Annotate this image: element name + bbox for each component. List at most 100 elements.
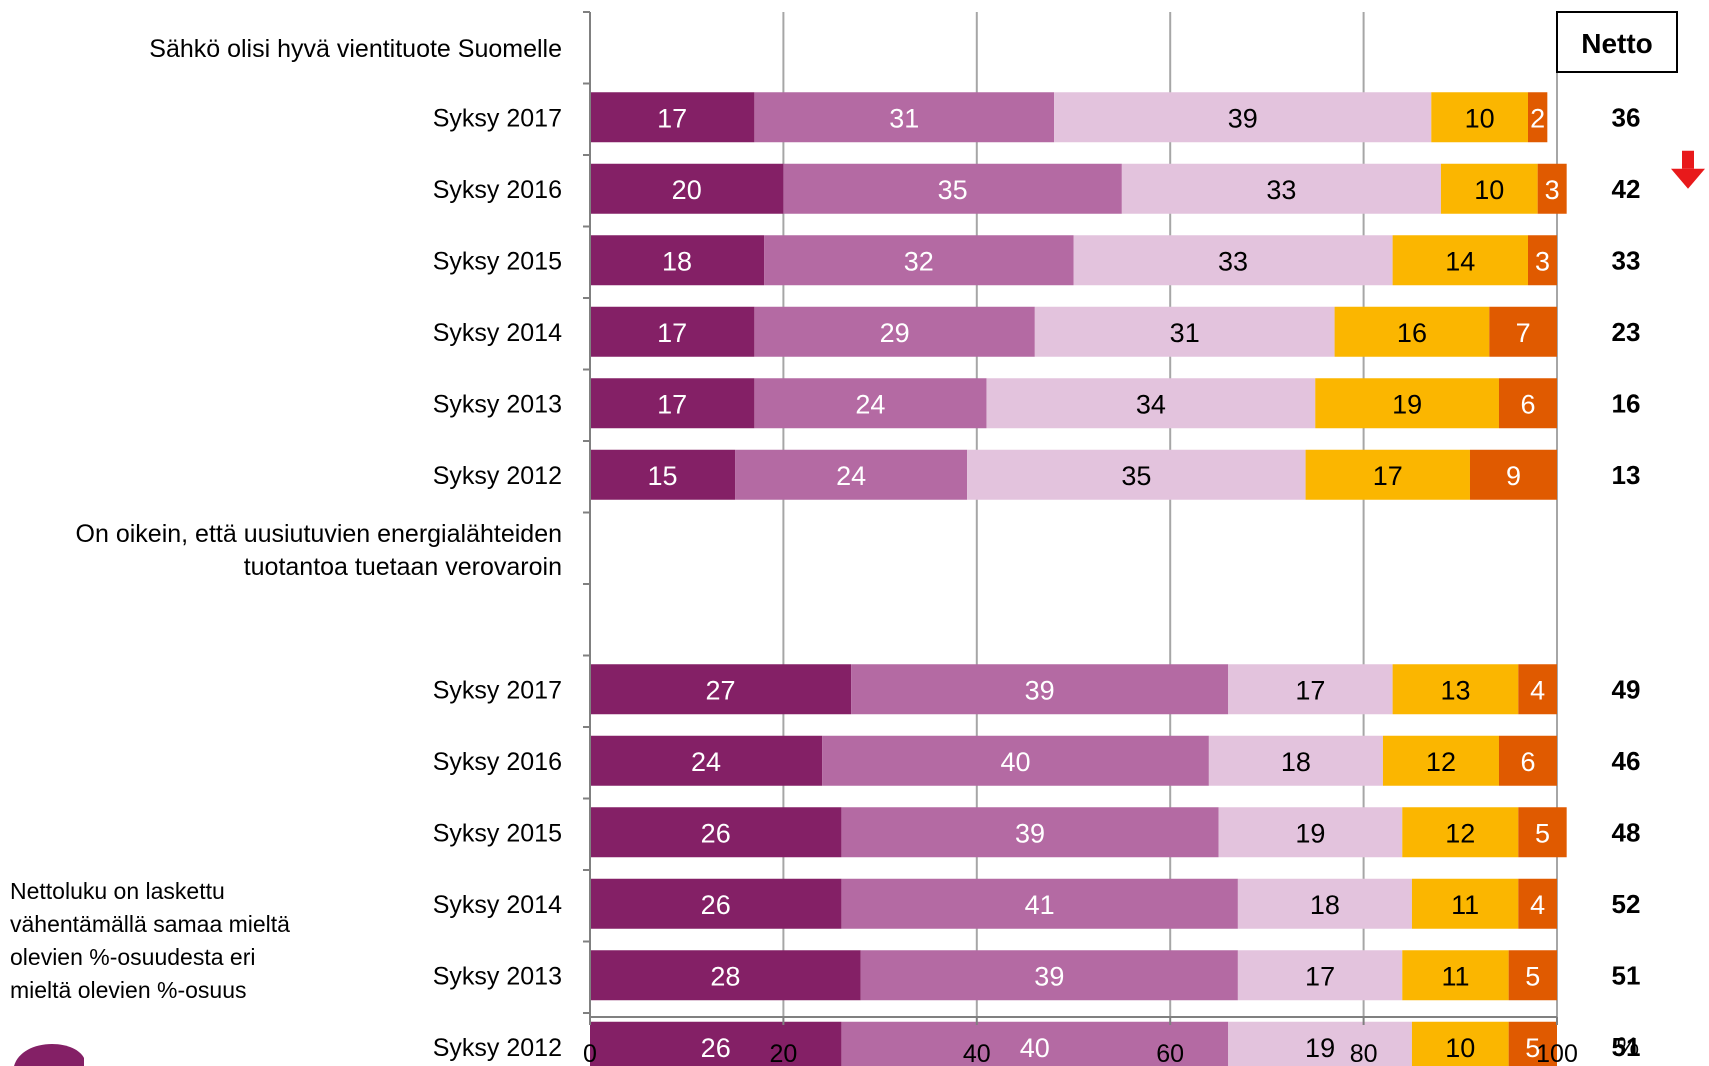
data-label: 6 [1520, 389, 1535, 419]
group-title: Sähkö olisi hyvä vientituote Suomelle [149, 35, 562, 63]
row-label: Syksy 2017 [433, 676, 562, 704]
data-label: 18 [662, 246, 692, 276]
data-label: 10 [1445, 1033, 1475, 1063]
x-tick-label: 100 [1536, 1040, 1578, 1066]
data-label: 19 [1305, 1033, 1335, 1063]
data-label: 26 [701, 1033, 731, 1063]
row-label: Syksy 2012 [433, 462, 562, 490]
row-label: Syksy 2015 [433, 819, 562, 847]
data-label: 10 [1465, 103, 1495, 133]
row-label: Syksy 2014 [433, 891, 562, 919]
data-label: 28 [710, 961, 740, 991]
netto-value: 13 [1612, 460, 1641, 490]
trend-arrow-icon [1671, 151, 1705, 189]
footnote-line: olevien %-osuudesta eri [10, 944, 255, 970]
data-label: 3 [1545, 175, 1560, 205]
data-label: 16 [1397, 318, 1427, 348]
data-label: 31 [889, 103, 919, 133]
data-label: 39 [1015, 818, 1045, 848]
data-label: 24 [691, 747, 721, 777]
data-label: 19 [1295, 818, 1325, 848]
data-label: 39 [1034, 961, 1064, 991]
data-label: 17 [657, 389, 687, 419]
data-label: 26 [701, 890, 731, 920]
netto-value: 16 [1612, 388, 1641, 418]
data-label: 17 [657, 103, 687, 133]
data-label: 24 [836, 461, 866, 491]
row-label: Syksy 2016 [433, 748, 562, 776]
data-label: 10 [1474, 175, 1504, 205]
netto-value: 49 [1612, 674, 1641, 704]
data-label: 39 [1228, 103, 1258, 133]
bar-segments: 17 31 39 10 2 20 35 33 10 3 18 32 33 14 3 17 29 31 16 7 17 24… [590, 92, 1567, 1066]
data-label: 29 [880, 318, 910, 348]
data-label: 35 [938, 175, 968, 205]
data-label: 27 [706, 675, 736, 705]
trend-arrow-head [1671, 169, 1705, 189]
netto-value: 42 [1612, 174, 1641, 204]
footnote-line: mieltä olevien %-osuus [10, 977, 247, 1003]
data-label: 4 [1530, 675, 1545, 705]
group-title: tuotantoa tuetaan verovaroin [244, 553, 562, 581]
x-tick-label: 20 [769, 1040, 797, 1066]
footnote-line: Nettoluku on laskettu [10, 878, 225, 904]
data-label: 40 [1020, 1033, 1050, 1063]
trend-arrow-shaft [1682, 151, 1694, 169]
data-label: 3 [1535, 246, 1550, 276]
footnote: Nettoluku on laskettu vähentämällä samaa… [10, 878, 290, 1003]
data-label: 18 [1281, 747, 1311, 777]
data-label: 15 [648, 461, 678, 491]
x-tick-label: 40 [963, 1040, 991, 1066]
netto-value: 52 [1612, 889, 1641, 919]
data-label: 33 [1266, 175, 1296, 205]
x-tick-label: 60 [1156, 1040, 1184, 1066]
row-label: Syksy 2016 [433, 176, 562, 204]
data-label: 4 [1530, 890, 1545, 920]
logo-shape [14, 1044, 84, 1066]
netto-value: 23 [1612, 317, 1641, 347]
netto-header-label: Netto [1581, 28, 1653, 59]
data-label: 39 [1025, 675, 1055, 705]
row-labels: Sähkö olisi hyvä vientituote Suomelle On … [76, 35, 563, 1062]
data-label: 7 [1516, 318, 1531, 348]
data-label: 9 [1506, 461, 1521, 491]
data-label: 17 [1305, 961, 1335, 991]
footnote-line: vähentämällä samaa mieltä [10, 911, 290, 937]
data-label: 20 [672, 175, 702, 205]
data-label: 33 [1218, 246, 1248, 276]
data-label: 6 [1520, 747, 1535, 777]
data-label: 2 [1530, 103, 1545, 133]
data-label: 26 [701, 818, 731, 848]
logo-icon [14, 1044, 84, 1066]
data-label: 11 [1441, 961, 1469, 991]
row-label: Syksy 2013 [433, 962, 562, 990]
x-tick-label: 0 [583, 1040, 597, 1066]
data-label: 32 [904, 246, 934, 276]
data-label: 24 [855, 389, 885, 419]
data-label: 41 [1025, 890, 1055, 920]
data-label: 35 [1121, 461, 1151, 491]
data-label: 17 [657, 318, 687, 348]
data-label: 5 [1525, 961, 1540, 991]
group-title: On oikein, että uusiutuvien energialähte… [76, 520, 562, 548]
data-label: 40 [1000, 747, 1030, 777]
netto-value: 51 [1612, 1032, 1641, 1062]
data-label: 13 [1440, 675, 1470, 705]
data-label: 18 [1310, 890, 1340, 920]
netto-value: 48 [1612, 817, 1641, 847]
data-label: 14 [1445, 246, 1475, 276]
data-label: 34 [1136, 389, 1166, 419]
netto-value: 51 [1612, 960, 1641, 990]
data-label: 31 [1170, 318, 1200, 348]
netto-value: 33 [1612, 245, 1641, 275]
row-label: Syksy 2013 [433, 390, 562, 418]
netto-value: 36 [1612, 102, 1641, 132]
gridlines [783, 12, 1557, 1017]
netto-values: 36 42 33 23 16 13 49 46 48 52 51 51 [1612, 102, 1641, 1062]
row-label: Syksy 2014 [433, 319, 562, 347]
x-tick-label: 80 [1350, 1040, 1378, 1066]
row-label: Syksy 2012 [433, 1034, 562, 1062]
data-label: 12 [1426, 747, 1456, 777]
data-label: 12 [1445, 818, 1475, 848]
